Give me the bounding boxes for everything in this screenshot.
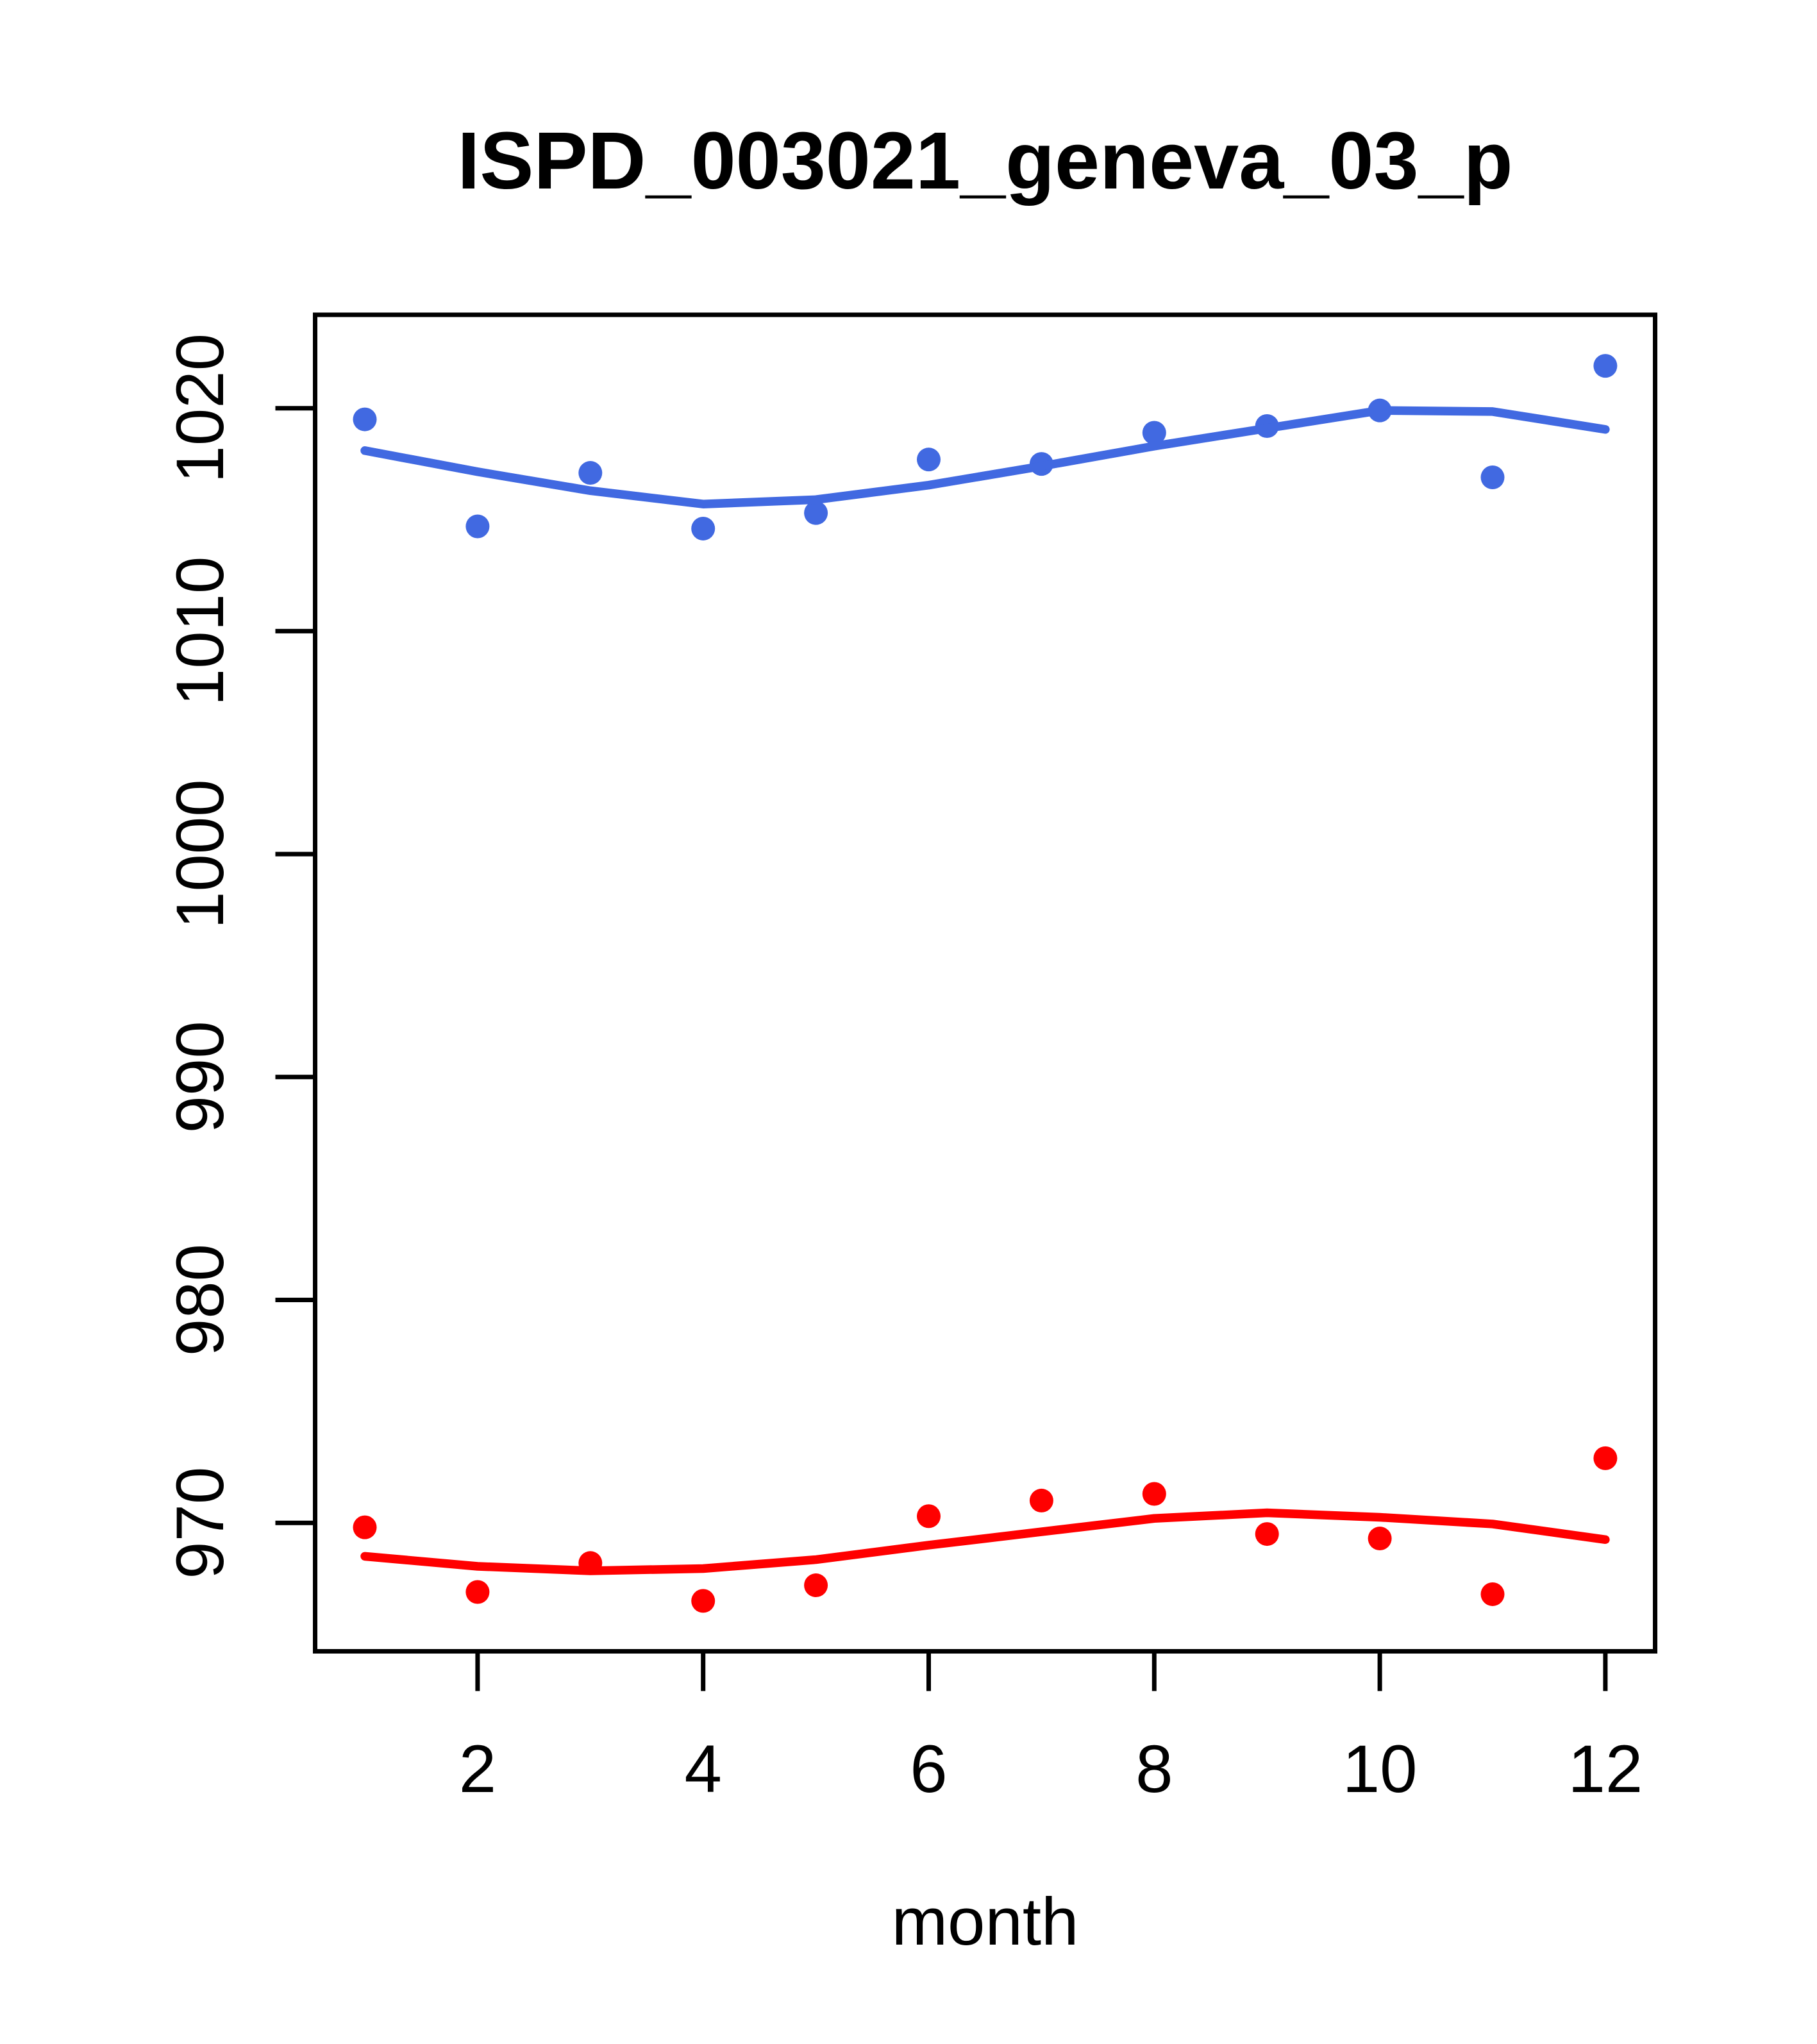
series-layer [353, 354, 1618, 1613]
lower-pressure-points-dot [1029, 1488, 1053, 1512]
lower-pressure-smooth-curve [360, 1508, 1610, 1575]
lower-pressure-points-dot [353, 1515, 377, 1539]
x-axis: 2 4 6 8 10 12 [459, 1651, 1643, 1807]
lower-pressure-points-dot [465, 1580, 490, 1604]
x-axis-title: month [892, 1884, 1079, 1959]
upper-pressure-points-dot [917, 448, 941, 472]
lower-pressure-points-dot [917, 1504, 941, 1529]
lower-pressure-points-dot [1593, 1446, 1618, 1470]
x-tick-label: 8 [1135, 1732, 1173, 1807]
lower-pressure-points-dot [1142, 1482, 1166, 1506]
upper-pressure-points-dot [465, 514, 490, 539]
lower-pressure-points-dot [1368, 1527, 1392, 1551]
y-tick-label: 1010 [163, 557, 238, 707]
y-tick-label: 970 [163, 1467, 238, 1579]
upper-pressure-points-dot [691, 516, 716, 540]
x-tick-label: 2 [459, 1732, 496, 1807]
lower-pressure-points-dot [1480, 1582, 1505, 1606]
plot-box [313, 312, 1657, 1654]
x-tick-label: 12 [1568, 1732, 1643, 1807]
lower-pressure-points-dot [804, 1573, 828, 1598]
y-tick-label: 1020 [163, 333, 238, 483]
upper-pressure-points-dot [1593, 354, 1618, 378]
upper-pressure-points-dot [804, 501, 828, 525]
y-tick-label: 1000 [163, 779, 238, 929]
lower-pressure-points-dot [691, 1589, 716, 1613]
upper-pressure-points-dot [1142, 421, 1166, 445]
chart-title: ISPD_003021_geneva_03_p [457, 115, 1512, 206]
y-tick-label: 990 [163, 1021, 238, 1133]
upper-pressure-points-dot [353, 407, 377, 431]
lower-pressure-points-dot [1255, 1522, 1279, 1546]
upper-pressure-smooth-curve [360, 406, 1610, 508]
x-tick-label: 4 [684, 1732, 721, 1807]
upper-pressure-points-dot [578, 461, 603, 485]
x-tick-label: 6 [910, 1732, 947, 1807]
upper-pressure-points-dot [1480, 465, 1505, 489]
x-tick-label: 10 [1343, 1732, 1418, 1807]
y-axis: 970 980 990 1000 1010 1020 [163, 333, 315, 1579]
y-tick-label: 980 [163, 1244, 238, 1356]
